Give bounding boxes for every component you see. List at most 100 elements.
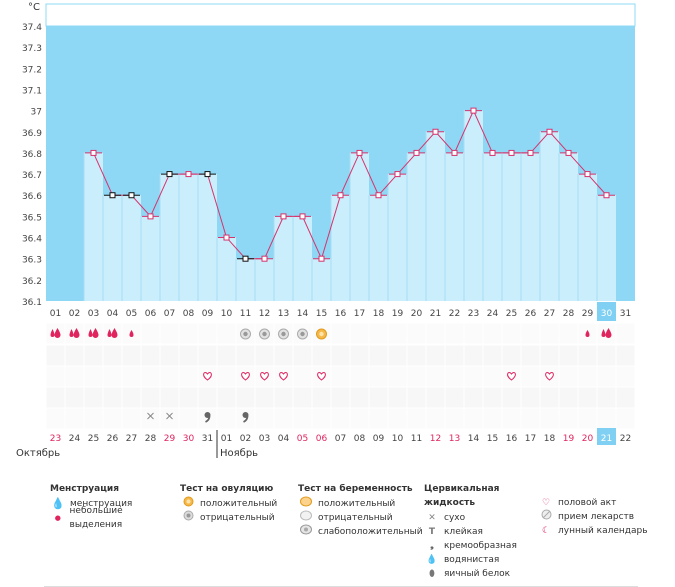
- cycle-day-label: 04: [107, 309, 119, 319]
- dry-icon: [166, 412, 173, 420]
- legend-fluid-dry: сухо: [444, 513, 466, 523]
- grid-cell: [159, 344, 180, 367]
- grid-cell: [254, 386, 275, 409]
- grid-cell: [273, 386, 294, 409]
- legend-fluid-creamy: кремообразная: [444, 541, 517, 551]
- grid-cell: [349, 344, 370, 367]
- temperature-point: [280, 213, 287, 220]
- temperature-bar: [350, 152, 369, 301]
- temperature-bar: [388, 174, 407, 301]
- legend-ovulation-negative: отрицательный: [200, 513, 275, 523]
- calendar-date-label: 28: [145, 434, 157, 444]
- temperature-point: [603, 192, 610, 199]
- grid-cell: [235, 344, 256, 367]
- grid-cell: [159, 386, 180, 409]
- cycle-day-label: 24: [487, 309, 499, 319]
- ovulation-negative-core: [281, 331, 286, 337]
- temperature-point: [375, 192, 382, 199]
- y-tick-label: 36.5: [22, 213, 42, 223]
- grid-cell: [558, 386, 579, 409]
- temperature-bar: [559, 152, 578, 301]
- grid-cell: [501, 344, 522, 367]
- grid-cell: [140, 365, 161, 388]
- calendar-date-label: 06: [316, 434, 328, 444]
- temperature-point: [508, 149, 515, 156]
- y-tick-label: 36.8: [22, 150, 42, 160]
- grid-cell: [387, 344, 408, 367]
- cycle-day-label: 02: [69, 309, 80, 319]
- grid-cell: [254, 407, 275, 430]
- grid-cell: [539, 386, 560, 409]
- ovulation-positive-core: [319, 331, 324, 337]
- spotting-icon: [585, 330, 590, 337]
- grid-cell: [520, 322, 541, 345]
- calendar-date-label: 24: [69, 434, 81, 444]
- grid-cell: [83, 386, 104, 409]
- calendar-date-label: 13: [449, 434, 460, 444]
- grid-cell: [482, 365, 503, 388]
- legend-other: ♡ половой акт прием лекарств ☾ лунный кале…: [538, 496, 658, 538]
- calendar-date-label: 22: [620, 434, 631, 444]
- grid-cell: [387, 365, 408, 388]
- menstruation-icon: [88, 329, 93, 337]
- legend-pregnancy-weak: слабоположительный: [318, 527, 423, 537]
- grid-cell: [311, 344, 332, 367]
- legend-medication: прием лекарств: [558, 512, 635, 522]
- temperature-bar: [160, 174, 179, 301]
- legend-pregnancy: Тест на беременность положительный отриц…: [298, 482, 423, 539]
- grid-cell: [387, 386, 408, 409]
- grid-cell: [615, 344, 636, 367]
- cycle-day-label: 25: [506, 309, 517, 319]
- grid-cell: [482, 344, 503, 367]
- grid-cell: [425, 344, 446, 367]
- grid-cell: [577, 386, 598, 409]
- grid-cell: [45, 365, 66, 388]
- y-tick-label: 36.6: [22, 192, 42, 202]
- legend-moon: лунный календарь: [558, 526, 648, 536]
- calendar-date-label: 04: [278, 434, 290, 444]
- cycle-day-label: 22: [449, 309, 460, 319]
- grid-cell: [539, 344, 560, 367]
- grid-cell: [197, 344, 218, 367]
- temperature-bar: [122, 195, 141, 301]
- grid-cell: [463, 365, 484, 388]
- grid-cell: [102, 365, 123, 388]
- temperature-bar: [84, 152, 103, 301]
- temperature-point: [337, 192, 344, 199]
- grid-cell: [463, 386, 484, 409]
- temperature-bar: [255, 258, 274, 301]
- menstruation-icon: [54, 328, 61, 338]
- menstruation-icon: [107, 329, 112, 337]
- grid-cell: [330, 322, 351, 345]
- grid-cell: [577, 407, 598, 430]
- grid-cell: [615, 365, 636, 388]
- grid-cell: [463, 344, 484, 367]
- temperature-point: [584, 171, 591, 178]
- temperature-bar: [179, 174, 198, 301]
- temperature-point: [185, 171, 192, 178]
- ovulation-positive-icon: [180, 496, 196, 512]
- temperature-bar: [483, 152, 502, 301]
- heart-icon: [317, 372, 326, 381]
- temperature-point: [394, 171, 401, 178]
- y-tick-label: 36.1: [22, 298, 42, 308]
- legend-fluid-sticky: клейкая: [444, 527, 483, 537]
- grid-cell: [482, 386, 503, 409]
- legend-ovulation-title: Тест на овуляцию: [180, 484, 274, 494]
- cycle-day-label: 05: [126, 309, 137, 319]
- grid-cell: [577, 365, 598, 388]
- cycle-day-label: 28: [563, 309, 575, 319]
- grid-cell: [615, 386, 636, 409]
- month-label: Октябрь: [16, 448, 60, 459]
- cycle-day-label: 16: [335, 309, 347, 319]
- temperature-point: [204, 171, 211, 178]
- grid-cell: [349, 365, 370, 388]
- pregnancy-positive-icon: [298, 496, 314, 512]
- heart-icon: [260, 372, 269, 381]
- grid-cell: [216, 344, 237, 367]
- grid-cell: [520, 407, 541, 430]
- cycle-day-label: 31: [620, 309, 631, 319]
- spotting-icon: [129, 330, 134, 337]
- highlighted-day-cell: [597, 302, 616, 321]
- y-tick-label: 37.1: [22, 86, 42, 96]
